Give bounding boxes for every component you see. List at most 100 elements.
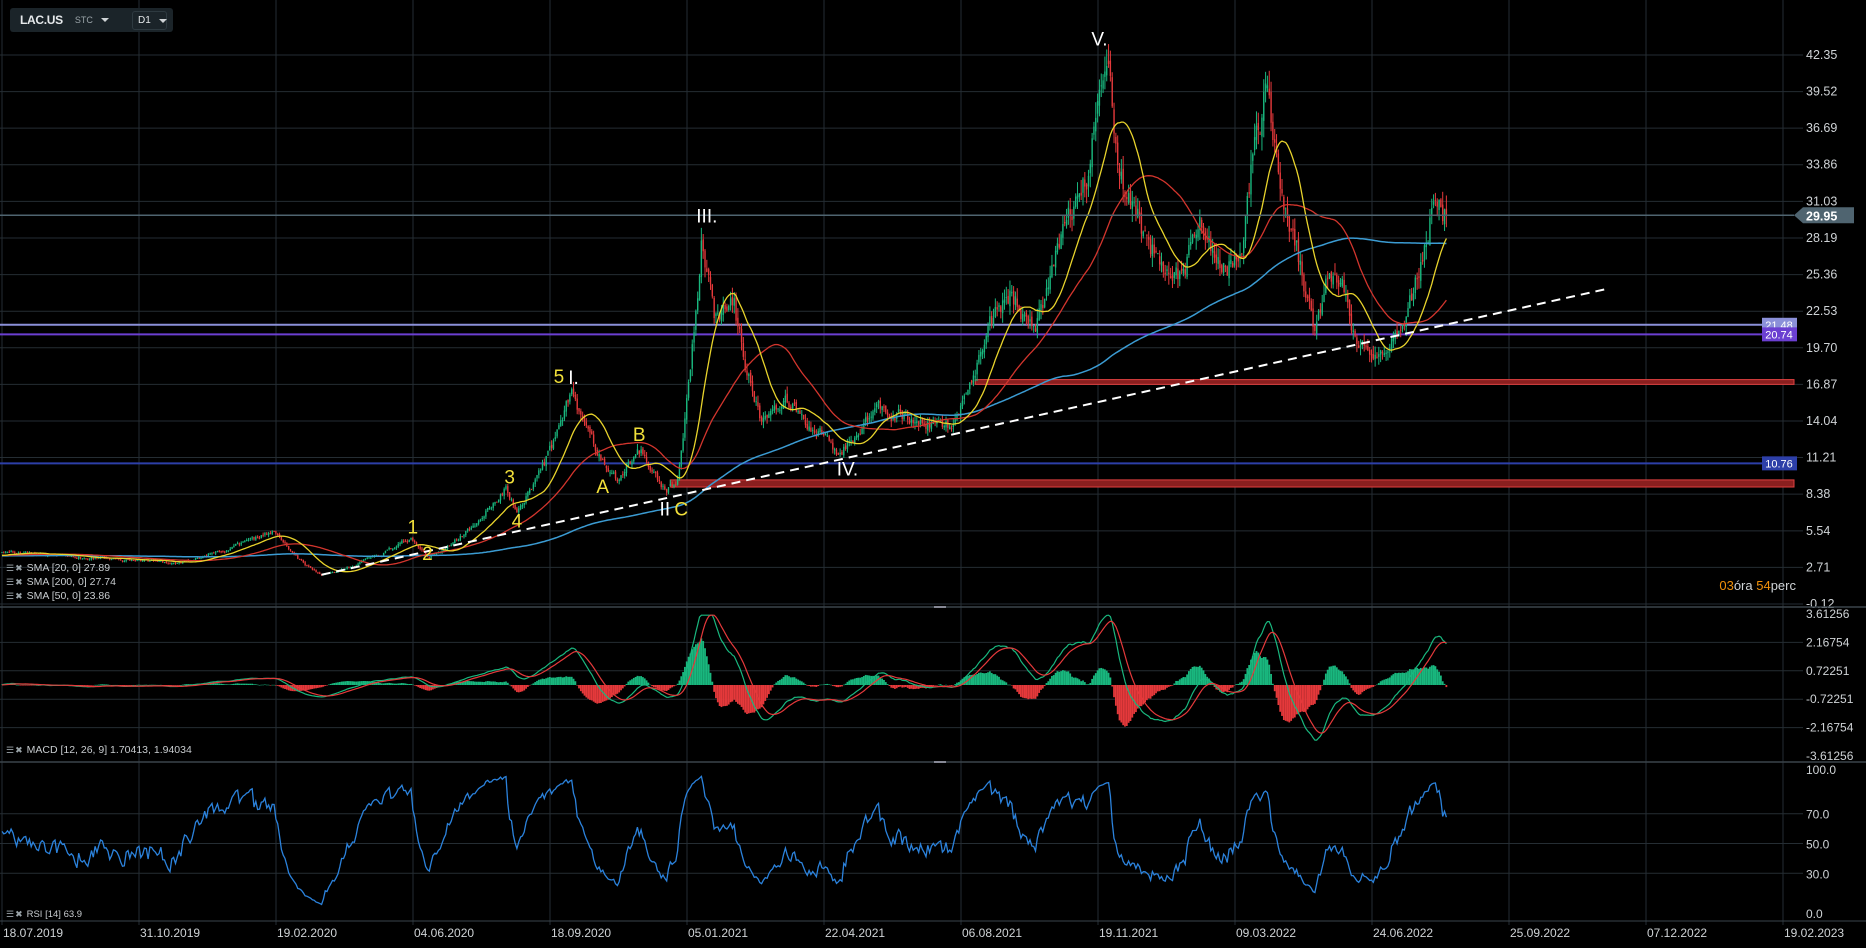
macd-histogram-bar [112,684,115,686]
candle-body [1407,308,1409,317]
macd-histogram-bar [1217,685,1220,690]
macd-histogram-bar [1186,674,1188,685]
candle-body [910,418,913,423]
trendline[interactable] [321,287,1608,576]
candle-body [578,408,580,412]
candle-body [390,548,392,550]
macd-legend-text: MACD [12, 26, 9] 1.70413, 1.94034 [26,744,192,756]
settings-close-icons[interactable]: ☰✖ [6,562,24,573]
candle-body [209,553,211,555]
support-zone[interactable] [669,479,1795,488]
macd-histogram-bar [222,683,224,685]
support-zone[interactable] [974,379,1795,385]
candle-body [505,486,507,489]
macd-histogram-bar [1383,679,1386,685]
legend-macd[interactable]: ☰✖ MACD [12, 26, 9] 1.70413, 1.94034 [6,744,192,756]
settings-close-icons[interactable]: ☰✖ [6,744,24,755]
macd-histogram-bar [972,674,975,685]
candle-body [978,354,980,363]
wave-label[interactable]: 4 [512,512,523,533]
candle-body [1020,309,1022,320]
macd-histogram-bar [1062,670,1064,685]
price-axis-label: 39.52 [1806,85,1837,99]
settings-close-icons[interactable]: ☰✖ [6,909,24,919]
candle-body [315,570,317,573]
macd-histogram-bar [154,684,157,686]
wave-label[interactable]: V. [1091,30,1107,51]
candle-body [8,551,11,553]
candle-body [1303,274,1305,292]
wave-label[interactable]: 3 [504,468,515,489]
macd-histogram-bar [1262,656,1265,685]
macd-histogram-bar [904,685,907,688]
wave-label[interactable]: III. [696,207,717,228]
macd-histogram-bar [589,685,591,700]
wave-label[interactable]: II [660,500,671,521]
macd-histogram-bar [1180,678,1183,685]
macd-histogram-bar [799,680,801,685]
macd-histogram-bar [1242,679,1245,685]
candle-body [121,560,124,562]
legend-sma50[interactable]: ☰✖ SMA [50, 0] 23.86 [6,590,110,602]
candle-body [1,552,3,554]
market-dropdown-caret-icon[interactable] [100,18,109,22]
macd-histogram-bar [33,685,36,686]
macd-histogram-bar [669,685,672,689]
candle-body [366,557,368,559]
candle-body [216,550,219,553]
macd-histogram-bar [746,685,748,715]
wave-label[interactable]: 2 [422,544,433,565]
candle-body [1436,201,1438,207]
macd-histogram-bar [859,677,862,685]
price-axis-label: 22.53 [1806,304,1837,318]
wave-label[interactable]: 1 [408,518,419,539]
macd-histogram-bar [1098,668,1101,685]
macd-histogram-bar [1259,656,1262,685]
wave-label[interactable]: A [596,477,609,498]
candle-body [611,472,613,474]
macd-histogram-bar [532,683,535,685]
legend-sma200[interactable]: ☰✖ SMA [200, 0] 27.74 [6,576,116,588]
candle-body [744,359,746,370]
candle-body [222,551,224,553]
macd-histogram-bar [939,684,942,685]
settings-close-icons[interactable]: ☰✖ [6,576,24,587]
wave-label[interactable]: C [674,500,688,521]
wave-label[interactable]: B [633,425,646,446]
candle-body [676,479,679,485]
candle-body [114,558,116,560]
macd-histogram-bar [956,682,958,685]
macd-histogram-bar [1439,675,1442,685]
macd-histogram-bar [17,684,20,686]
macd-histogram-bar [1202,670,1205,685]
wave-label[interactable]: 5 [554,367,565,388]
candle-body [919,419,922,425]
candle-body [1060,234,1062,249]
price-axis-label: 31.03 [1806,194,1837,208]
macd-histogram-bar [223,684,226,685]
wave-label[interactable]: I. [568,368,579,389]
candle-body [1334,273,1336,275]
symbol-label[interactable]: LAC.US [20,13,63,27]
candle-body [1279,172,1281,189]
legend-rsi[interactable]: ☰✖ RSI [14] 63.9 [6,909,82,920]
candle-body [720,312,723,321]
macd-histogram-bar [1018,685,1020,695]
wave-label[interactable]: IV. [837,459,859,480]
candle-body [1412,293,1415,301]
market-label[interactable]: STC [74,15,93,25]
macd-histogram-bar [908,685,911,689]
legend-sma20[interactable]: ☰✖ SMA [20, 0] 27.89 [6,562,110,574]
macd-histogram-bar [21,685,23,686]
candle-body [1096,101,1099,114]
candle-body [112,558,115,560]
macd-histogram-bar [733,685,736,700]
candle-body [130,559,133,561]
candle-body [1432,201,1435,205]
macd-histogram-bar [275,685,277,686]
settings-close-icons[interactable]: ☰✖ [6,590,24,601]
candle-body [1036,318,1039,333]
timeframe-label: D1 [138,15,151,26]
timeframe-select[interactable]: D1 [132,11,167,30]
